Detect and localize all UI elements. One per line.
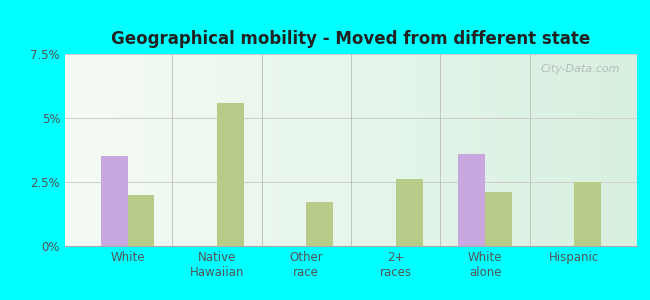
Bar — [217, 103, 244, 246]
Bar — [575, 182, 601, 246]
Bar — [458, 154, 485, 246]
Bar — [306, 202, 333, 246]
Text: City-Data.com: City-Data.com — [540, 64, 620, 74]
Title: Geographical mobility - Moved from different state: Geographical mobility - Moved from diffe… — [111, 30, 591, 48]
Bar — [127, 195, 155, 246]
Bar — [396, 179, 422, 246]
Bar — [485, 192, 512, 246]
Bar — [101, 156, 127, 246]
